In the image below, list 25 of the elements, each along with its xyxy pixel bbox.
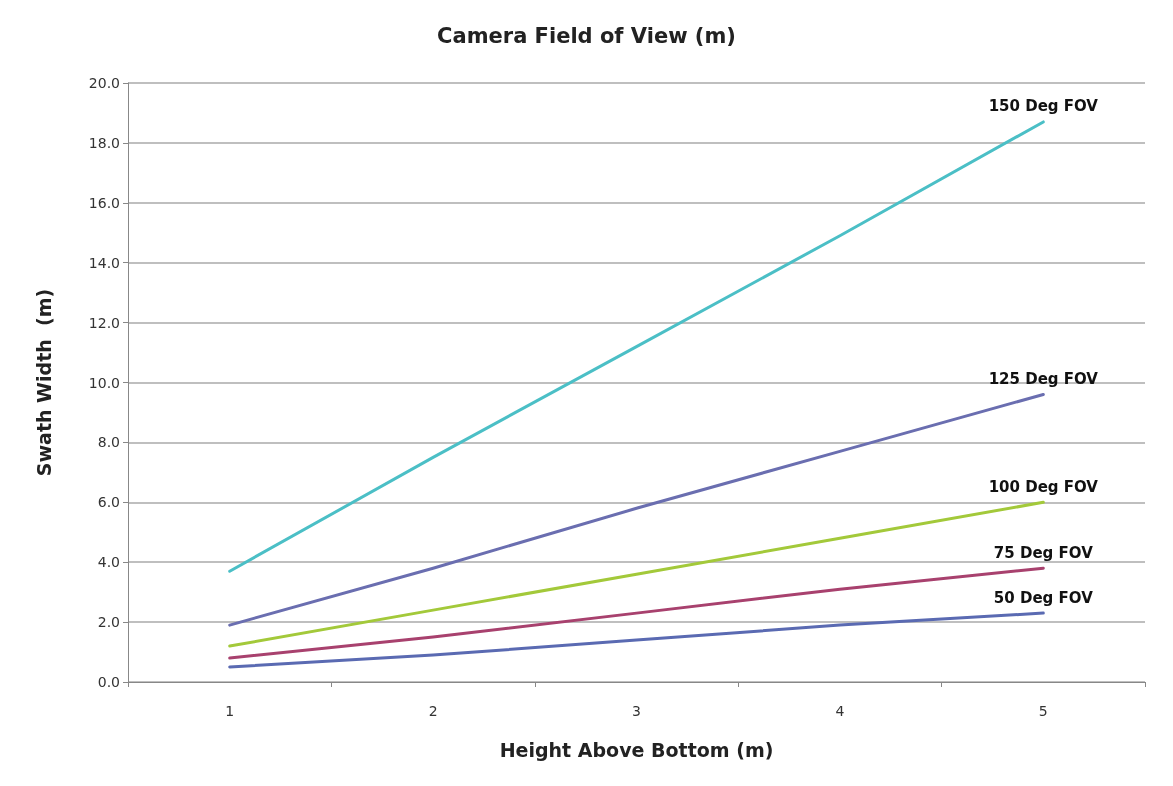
series-label: 100 Deg FOV xyxy=(988,477,1099,496)
x-tick-label: 5 xyxy=(1038,703,1048,719)
series-label: 125 Deg FOV xyxy=(988,369,1099,388)
x-tick-label: 4 xyxy=(835,703,845,719)
y-tick-label: 14.0 xyxy=(88,254,120,271)
x-tick-label: 3 xyxy=(632,703,641,719)
y-tick-label: 20.0 xyxy=(88,75,120,91)
y-tick-label: 10.0 xyxy=(88,374,120,391)
series-label: 75 Deg FOV xyxy=(993,543,1094,562)
chart-title: Camera Field of View (m) xyxy=(437,23,736,48)
y-tick-label: 0.0 xyxy=(97,674,120,690)
y-tick-label: 6.0 xyxy=(97,494,120,511)
series-label: 150 Deg FOV xyxy=(988,97,1099,116)
y-tick-label: 4.0 xyxy=(97,554,120,571)
x-tick-label: 2 xyxy=(428,703,438,719)
y-tick-label: 8.0 xyxy=(97,434,120,451)
y-axis-title: Swath Width (m) xyxy=(32,288,55,477)
y-tick-label: 12.0 xyxy=(88,314,120,331)
x-tick-label: 1 xyxy=(225,703,235,719)
x-axis-title: Height Above Bottom (m) xyxy=(499,738,774,761)
series-label: 50 Deg FOV xyxy=(993,588,1094,607)
line-series xyxy=(228,611,1045,669)
y-tick-label: 18.0 xyxy=(88,134,120,151)
y-tick-label: 16.0 xyxy=(88,194,120,211)
y-tick-label: 2.0 xyxy=(97,614,120,631)
